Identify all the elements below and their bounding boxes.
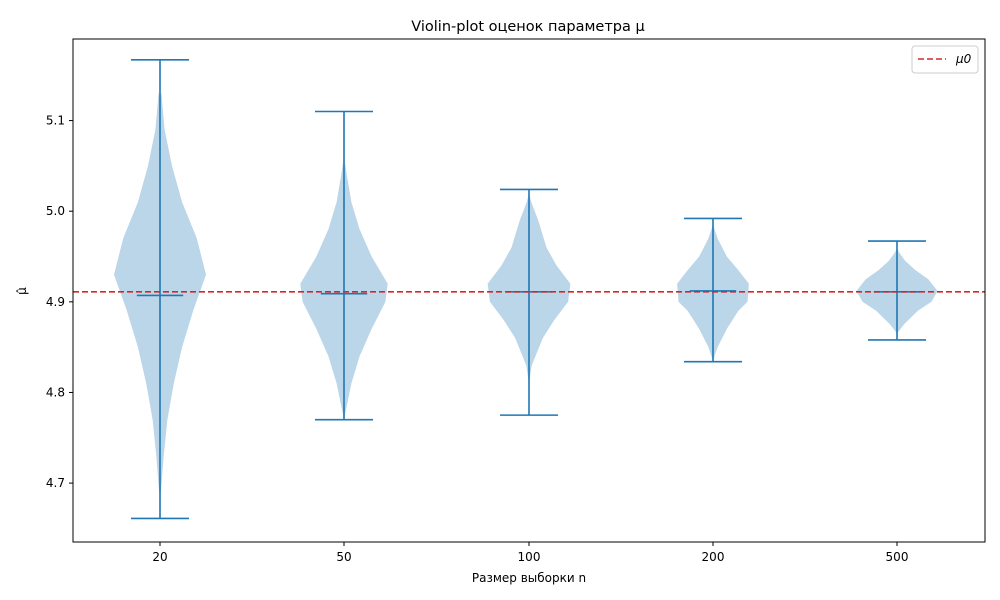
y-tick-label: 4.9 <box>46 295 65 309</box>
chart-title: Violin-plot оценок параметра μ <box>411 19 644 35</box>
y-axis-label: μ̂ <box>15 287 29 295</box>
x-tick-label: 20 <box>152 550 167 564</box>
y-tick-label: 5.1 <box>46 114 65 128</box>
legend: μ0 <box>911 45 979 74</box>
y-tick-label: 5.0 <box>46 204 65 218</box>
y-axis: 4.7 4.8 4.9 5.0 5.1 <box>46 114 73 490</box>
x-tick-label: 500 <box>886 550 909 564</box>
x-axis-label: Размер выборки n <box>472 571 586 585</box>
y-tick-label: 4.8 <box>46 385 65 399</box>
legend-label-mu0: μ0 <box>955 52 972 66</box>
violin-group <box>114 59 938 520</box>
y-tick-label: 4.7 <box>46 476 65 490</box>
x-tick-label: 200 <box>702 550 725 564</box>
x-axis: 20 50 100 200 500 <box>152 542 908 564</box>
x-tick-label: 100 <box>518 550 541 564</box>
x-tick-label: 50 <box>336 550 351 564</box>
